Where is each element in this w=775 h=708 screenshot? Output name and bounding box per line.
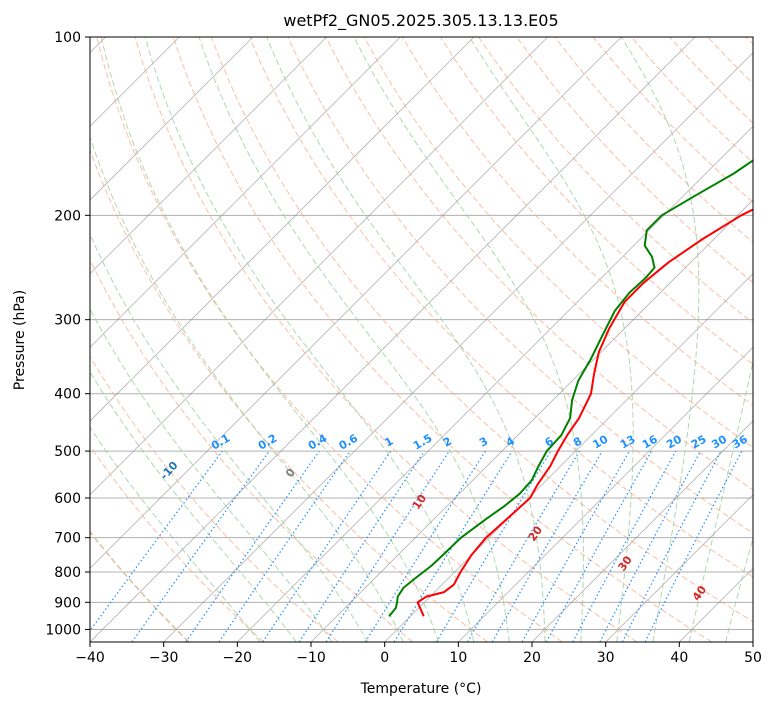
mixing-ratio-line bbox=[521, 450, 631, 642]
y-tick-label: 800 bbox=[54, 565, 81, 581]
moist-adiabat-line bbox=[144, 37, 475, 642]
y-tick-label: 400 bbox=[54, 387, 81, 403]
moist-adiabat-line bbox=[353, 37, 584, 642]
x-axis-label: Temperature (°C) bbox=[360, 681, 482, 697]
dry-adiabat-line bbox=[96, 37, 563, 642]
mixing-ratio-line bbox=[218, 450, 351, 642]
isotherm-line bbox=[310, 199, 753, 642]
mixing-ratio-line bbox=[572, 450, 677, 642]
dry-adiabat-line bbox=[401, 37, 753, 406]
isotherm-line bbox=[605, 494, 753, 642]
dry-adiabat-line bbox=[516, 37, 753, 284]
isotherm-line bbox=[458, 346, 753, 642]
y-tick-label: 900 bbox=[54, 595, 81, 611]
mixing-ratio-line bbox=[298, 450, 425, 642]
dry-adiabat-line bbox=[134, 37, 638, 642]
skewed-isotherms bbox=[90, 37, 753, 642]
isotherm-line bbox=[237, 125, 753, 642]
moist-adiabat-line bbox=[90, 426, 261, 642]
mixing-ratio-lines bbox=[90, 450, 743, 642]
isotherm-line bbox=[163, 52, 753, 642]
mixing-ratio-line bbox=[131, 450, 270, 642]
sounding-series bbox=[388, 159, 753, 617]
isotherm-line bbox=[384, 273, 753, 642]
temperature-line bbox=[416, 208, 753, 617]
dry-adiabat-line bbox=[287, 37, 753, 534]
x-tick-label: 50 bbox=[744, 650, 762, 666]
moist-adiabat-line bbox=[620, 37, 700, 642]
dry-adiabat-line bbox=[249, 37, 753, 578]
dry-adiabat-line bbox=[90, 148, 488, 642]
y-tick-label: 500 bbox=[54, 444, 81, 460]
dry-adiabat-line bbox=[325, 37, 753, 491]
mixing-ratio-line bbox=[262, 450, 392, 642]
isotherm-line bbox=[90, 37, 254, 201]
moist-adiabat-line bbox=[90, 135, 404, 642]
moist-adiabat-line bbox=[90, 370, 297, 642]
dewpoint-line bbox=[388, 159, 753, 617]
dry-adiabat-line bbox=[90, 355, 339, 642]
moist-adiabat-line bbox=[688, 358, 753, 642]
y-tick-label: 300 bbox=[54, 313, 81, 329]
y-tick-label: 1000 bbox=[45, 622, 81, 638]
x-tick-label: 20 bbox=[523, 650, 541, 666]
plot-frame bbox=[89, 36, 754, 643]
isotherm-line bbox=[90, 37, 696, 642]
mixing-ratio-line bbox=[325, 450, 450, 642]
isotherm-line bbox=[90, 37, 622, 569]
mixing-ratio-line bbox=[644, 450, 743, 642]
isotherm-line bbox=[531, 420, 753, 642]
y-tick-label: 200 bbox=[54, 208, 81, 224]
x-tick-label: −40 bbox=[75, 650, 105, 666]
y-tick-label: 700 bbox=[54, 531, 81, 547]
dry-adiabat-line bbox=[172, 37, 712, 642]
dry-adiabat-line bbox=[210, 37, 753, 623]
x-tick-label: 10 bbox=[449, 650, 467, 666]
y-axis-label: Pressure (hPa) bbox=[12, 290, 28, 390]
x-axis-ticks: −40 −30 −20 −10 0 10 20 30 40 50 bbox=[75, 642, 762, 666]
moist-adiabat-line bbox=[90, 232, 369, 642]
x-tick-label: −20 bbox=[223, 650, 253, 666]
moist-adiabat-line bbox=[198, 37, 510, 642]
x-tick-label: −30 bbox=[149, 650, 179, 666]
isotherm-line bbox=[90, 37, 475, 422]
isotherm-line bbox=[90, 37, 401, 348]
plot-area: 0.10.20.40.611.52346810131620253036-100-… bbox=[90, 37, 753, 642]
x-tick-label: 30 bbox=[597, 650, 615, 666]
isotherm-line bbox=[90, 37, 548, 496]
mixing-ratio-line bbox=[90, 450, 223, 632]
pressure-gridlines bbox=[90, 37, 753, 630]
chart-title: wetPf2_GN05.2025.305.13.13.E05 bbox=[283, 11, 558, 31]
y-tick-label: 100 bbox=[54, 30, 81, 46]
x-tick-label: 40 bbox=[670, 650, 688, 666]
x-tick-label: −10 bbox=[296, 650, 326, 666]
dry-adiabat-line bbox=[439, 37, 753, 365]
isotherm-line bbox=[90, 37, 327, 275]
dry-adiabat-line bbox=[90, 258, 414, 642]
dry-adiabat-line-bold bbox=[90, 530, 190, 642]
mixing-ratio-line bbox=[393, 450, 513, 642]
dry-adiabat-line bbox=[90, 445, 264, 642]
y-tick-label: 600 bbox=[54, 491, 81, 507]
y-axis-ticks: 1000 900 800 700 600 500 400 300 200 100 bbox=[45, 30, 90, 638]
dry-adiabats bbox=[90, 37, 753, 642]
x-tick-label: 0 bbox=[380, 650, 389, 666]
mixing-ratio-line bbox=[185, 450, 320, 642]
mixing-ratio-line bbox=[545, 450, 653, 642]
